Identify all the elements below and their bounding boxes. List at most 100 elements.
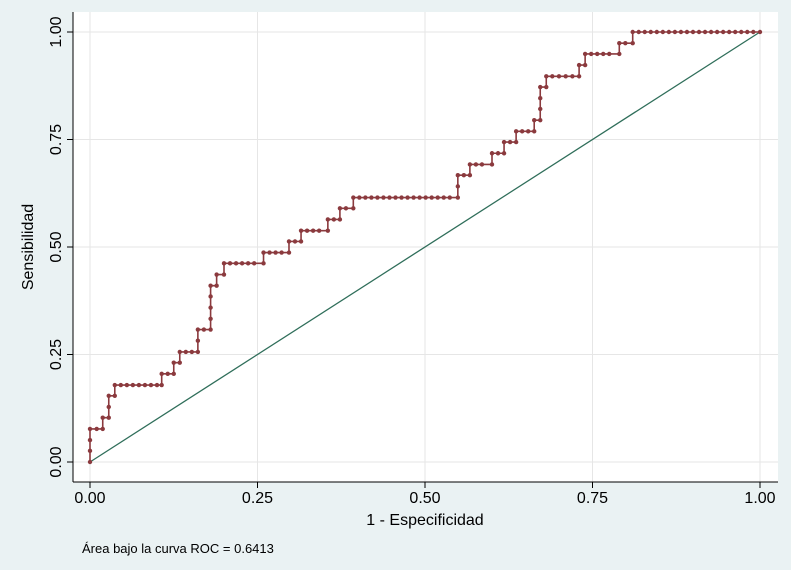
roc-point	[195, 327, 201, 332]
roc-point	[227, 261, 233, 266]
roc-point	[642, 29, 647, 35]
roc-point	[556, 74, 562, 79]
roc-point	[720, 29, 726, 35]
roc-point	[106, 404, 111, 410]
roc-point	[351, 195, 356, 200]
roc-point	[171, 360, 176, 365]
roc-point	[106, 415, 111, 420]
y-tick-label: 0.75	[48, 124, 65, 155]
roc-point	[316, 228, 322, 233]
roc-point	[208, 283, 213, 288]
roc-point	[292, 239, 298, 244]
roc-point	[538, 106, 543, 112]
roc-point	[550, 74, 555, 79]
roc-point	[177, 349, 182, 355]
reference-line	[89, 31, 761, 463]
roc-point	[461, 172, 467, 178]
roc-point	[648, 29, 653, 35]
roc-point	[245, 261, 251, 266]
roc-point	[106, 393, 111, 398]
roc-point	[195, 338, 201, 343]
roc-point	[112, 382, 117, 388]
roc-point	[576, 74, 582, 79]
roc-point	[112, 393, 117, 398]
roc-point	[455, 195, 461, 200]
roc-point	[411, 195, 416, 200]
roc-point	[251, 261, 257, 266]
roc-point	[423, 195, 428, 200]
roc-point	[672, 29, 678, 35]
roc-point	[304, 228, 310, 233]
roc-point	[87, 448, 93, 454]
roc-point	[447, 195, 452, 200]
roc-point	[582, 51, 588, 57]
roc-point	[159, 371, 164, 377]
x-tick-label: 1.00	[744, 490, 775, 507]
roc-point	[286, 239, 292, 244]
roc-point	[375, 195, 380, 200]
roc-point	[154, 382, 160, 388]
roc-point	[261, 261, 266, 266]
y-axis-title: Sensibilidad	[20, 204, 37, 290]
roc-point	[351, 206, 356, 211]
roc-point	[489, 162, 495, 167]
roc-point	[636, 29, 641, 35]
roc-point	[623, 40, 628, 46]
roc-point	[666, 29, 672, 35]
roc-point	[239, 261, 245, 266]
roc-point	[601, 51, 606, 57]
roc-point	[189, 349, 195, 355]
roc-point	[417, 195, 422, 200]
roc-point	[501, 151, 507, 156]
roc-point	[630, 29, 635, 35]
roc-point	[87, 437, 93, 443]
roc-point	[733, 29, 738, 35]
roc-point	[617, 40, 622, 46]
roc-point	[594, 51, 600, 57]
roc-point	[513, 129, 519, 134]
roc-point	[130, 382, 136, 388]
roc-point	[387, 195, 392, 200]
roc-point	[714, 29, 720, 35]
roc-point	[757, 29, 763, 35]
roc-point	[525, 129, 531, 134]
roc-point	[473, 162, 479, 167]
roc-point	[148, 382, 154, 388]
roc-point	[455, 172, 461, 178]
roc-point	[538, 117, 543, 123]
roc-point	[501, 139, 507, 145]
roc-point	[467, 162, 473, 167]
roc-point	[165, 371, 170, 377]
roc-point	[233, 261, 239, 266]
roc-point	[570, 74, 575, 79]
roc-point	[357, 195, 362, 200]
roc-point	[532, 129, 537, 134]
roc-point	[544, 84, 549, 90]
roc-point	[654, 29, 660, 35]
roc-point	[208, 316, 213, 322]
roc-point	[87, 426, 93, 432]
roc-point	[745, 29, 750, 35]
roc-point	[544, 74, 549, 79]
roc-point	[195, 349, 201, 355]
roc-point	[87, 459, 93, 465]
roc-point	[660, 29, 666, 35]
roc-point	[684, 29, 690, 35]
roc-point	[273, 250, 278, 255]
roc-point	[576, 62, 582, 68]
roc-point	[183, 349, 189, 355]
roc-point	[696, 29, 702, 35]
roc-point	[201, 327, 207, 332]
roc-point	[467, 172, 473, 178]
roc-point	[267, 250, 272, 255]
roc-point	[479, 162, 485, 167]
roc-point	[495, 151, 501, 156]
roc-point	[429, 195, 434, 200]
roc-point	[563, 74, 568, 79]
roc-point	[208, 305, 213, 310]
roc-point	[507, 139, 513, 145]
roc-point	[630, 40, 635, 46]
roc-point	[159, 382, 164, 388]
roc-point	[455, 184, 461, 189]
roc-point	[607, 51, 612, 57]
